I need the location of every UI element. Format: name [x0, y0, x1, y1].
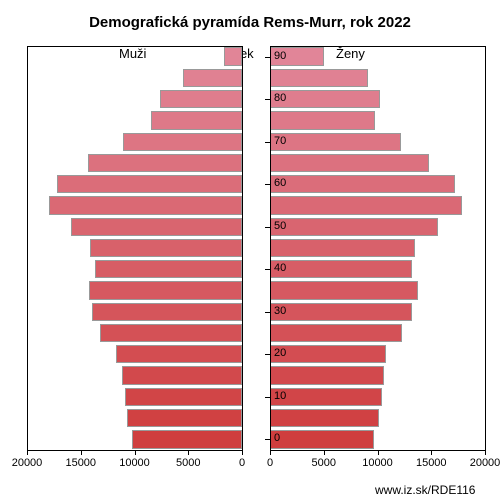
- x-tick-label: 20000: [465, 457, 500, 469]
- male-bar: [183, 69, 242, 87]
- male-bar: [160, 90, 242, 108]
- pyramid-chart: Demografická pyramída Rems-Murr, rok 202…: [0, 0, 500, 500]
- y-tick-label: 60: [274, 177, 299, 189]
- female-bar: [270, 239, 415, 257]
- male-bar: [122, 366, 242, 384]
- x-tick-label: 10000: [115, 457, 155, 469]
- male-bar: [49, 196, 243, 214]
- y-tick-label: 80: [274, 92, 299, 104]
- x-tick-label: 15000: [61, 457, 101, 469]
- x-tick-label: 10000: [358, 457, 398, 469]
- y-tick-label: 0: [274, 432, 299, 444]
- male-bar: [132, 430, 242, 448]
- y-tick-label: 50: [274, 220, 299, 232]
- male-bar: [224, 47, 242, 65]
- source-url: www.iz.sk/RDE116: [375, 483, 475, 497]
- male-bar: [151, 111, 242, 129]
- male-bar: [90, 239, 242, 257]
- female-bar: [270, 69, 368, 87]
- female-bar: [270, 281, 418, 299]
- x-tick-label: 5000: [304, 457, 344, 469]
- male-bar: [71, 218, 242, 236]
- female-bar: [270, 196, 462, 214]
- x-tick-label: 0: [250, 457, 290, 469]
- male-bar: [95, 260, 242, 278]
- female-bar: [270, 366, 384, 384]
- y-tick-label: 70: [274, 135, 299, 147]
- y-tick-label: 30: [274, 305, 299, 317]
- x-tick-label: 5000: [168, 457, 208, 469]
- x-tick-label: 20000: [7, 457, 47, 469]
- y-tick-label: 90: [274, 50, 299, 62]
- female-bar: [270, 409, 379, 427]
- label-female: Ženy: [336, 46, 365, 61]
- male-bar: [88, 154, 242, 172]
- male-bar: [92, 303, 243, 321]
- female-bar: [270, 154, 429, 172]
- label-male: Muži: [119, 46, 146, 61]
- y-tick-label: 40: [274, 262, 299, 274]
- male-bar: [123, 133, 242, 151]
- male-bar: [89, 281, 242, 299]
- male-bar: [125, 388, 242, 406]
- male-bar: [100, 324, 242, 342]
- female-bar: [270, 111, 375, 129]
- male-bar: [57, 175, 242, 193]
- female-bar: [270, 324, 402, 342]
- male-bar: [127, 409, 242, 427]
- male-bar: [116, 345, 242, 363]
- chart-title: Demografická pyramída Rems-Murr, rok 202…: [0, 14, 500, 31]
- x-tick-label: 15000: [411, 457, 451, 469]
- y-axis: [270, 46, 271, 450]
- y-tick-label: 10: [274, 390, 299, 402]
- y-tick-label: 20: [274, 347, 299, 359]
